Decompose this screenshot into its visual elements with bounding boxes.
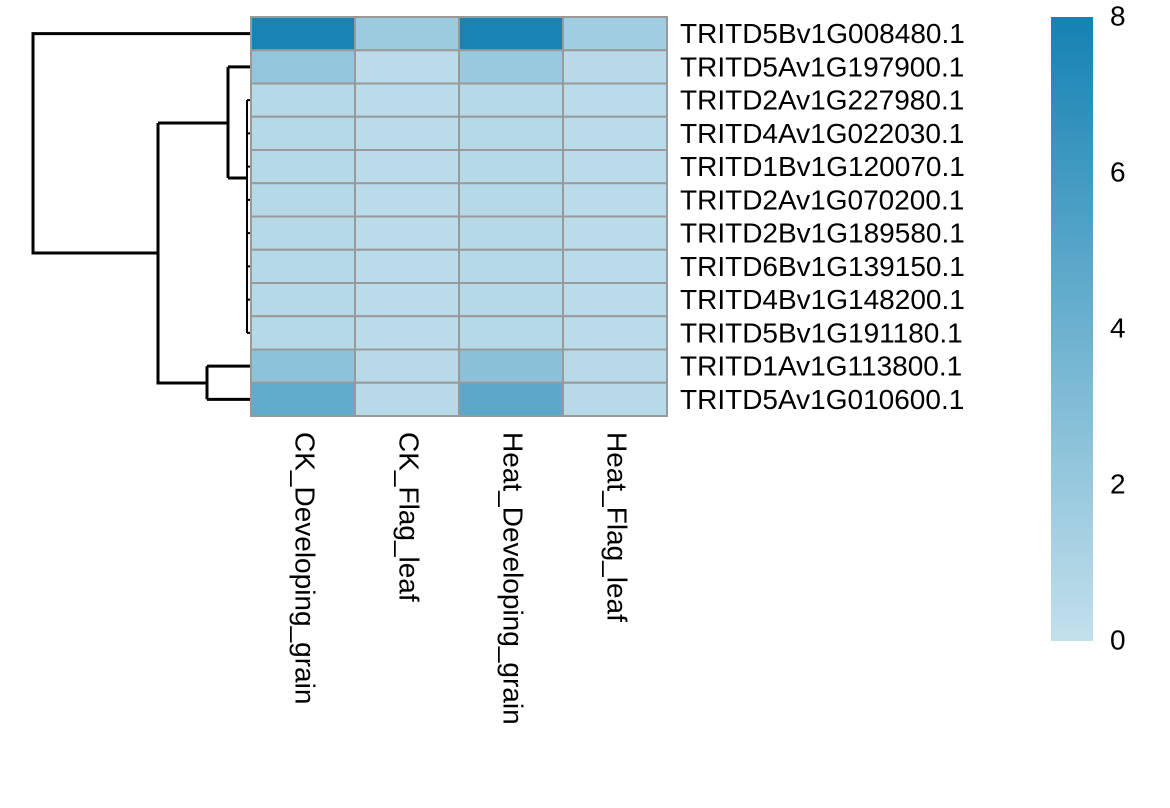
column-label: CK_Flag_leaf bbox=[394, 432, 425, 602]
heat-cell bbox=[354, 282, 460, 318]
row-label: TRITD2Av1G070200.1 bbox=[680, 184, 964, 215]
row-label: TRITD5Bv1G008480.1 bbox=[680, 18, 965, 49]
colorbar-tick-label: 2 bbox=[1110, 468, 1126, 499]
heat-cell bbox=[562, 16, 668, 52]
heat-cell bbox=[458, 381, 564, 417]
heat-cell bbox=[458, 82, 564, 118]
column-label: CK_Developing_grain bbox=[290, 432, 321, 704]
heat-cell bbox=[458, 348, 564, 384]
heat-cell bbox=[250, 82, 356, 118]
heat-cell bbox=[562, 182, 668, 218]
row-label: TRITD5Av1G197900.1 bbox=[680, 51, 964, 82]
column-label: Heat_Flag_leaf bbox=[602, 432, 633, 622]
colorbar bbox=[1051, 17, 1093, 641]
row-label: TRITD2Bv1G189580.1 bbox=[680, 218, 965, 249]
row-label: TRITD2Av1G227980.1 bbox=[680, 85, 964, 116]
row-label: TRITD5Bv1G191180.1 bbox=[680, 317, 963, 348]
heat-cell bbox=[354, 248, 460, 284]
heat-cell bbox=[562, 149, 668, 185]
heat-cell bbox=[354, 315, 460, 351]
colorbar-tick-label: 6 bbox=[1110, 156, 1126, 187]
row-label: TRITD6Bv1G139150.1 bbox=[680, 251, 965, 282]
heat-cell bbox=[562, 282, 668, 318]
heat-cell bbox=[458, 49, 564, 85]
heat-cell bbox=[250, 348, 356, 384]
heat-cell bbox=[458, 115, 564, 151]
heat-cell bbox=[458, 149, 564, 185]
row-label: TRITD1Bv1G120070.1 bbox=[680, 151, 965, 182]
heat-cell bbox=[562, 348, 668, 384]
heat-cell bbox=[354, 182, 460, 218]
colorbar-tick-label: 8 bbox=[1110, 0, 1126, 31]
heat-cell bbox=[250, 49, 356, 85]
heat-cell bbox=[458, 315, 564, 351]
heat-cell bbox=[250, 282, 356, 318]
heat-cell bbox=[562, 248, 668, 284]
heat-cell bbox=[562, 115, 668, 151]
heat-cell bbox=[250, 182, 356, 218]
heat-cell bbox=[250, 149, 356, 185]
heat-cell bbox=[250, 248, 356, 284]
heat-cell bbox=[250, 315, 356, 351]
heat-cell bbox=[458, 215, 564, 251]
heat-cell bbox=[458, 282, 564, 318]
heat-cell bbox=[250, 381, 356, 417]
row-label: TRITD1Av1G113800.1 bbox=[680, 351, 962, 382]
heat-cell bbox=[354, 49, 460, 85]
heat-cell bbox=[354, 16, 460, 52]
heat-cell bbox=[354, 82, 460, 118]
heat-cell bbox=[458, 248, 564, 284]
row-label: TRITD5Av1G010600.1 bbox=[680, 384, 964, 415]
column-label: Heat_Developing_grain bbox=[498, 432, 529, 725]
heat-cell bbox=[354, 115, 460, 151]
heat-cell bbox=[354, 381, 460, 417]
heat-cell bbox=[250, 16, 356, 52]
heat-cell bbox=[458, 16, 564, 52]
row-label: TRITD4Bv1G148200.1 bbox=[680, 284, 965, 315]
heat-cell bbox=[250, 115, 356, 151]
row-label: TRITD4Av1G022030.1 bbox=[680, 118, 964, 149]
heat-cell bbox=[250, 215, 356, 251]
colorbar-tick-label: 4 bbox=[1110, 312, 1126, 343]
heat-cell bbox=[562, 381, 668, 417]
colorbar-tick-label: 0 bbox=[1110, 624, 1126, 655]
heat-cell bbox=[562, 49, 668, 85]
dendrogram bbox=[31, 32, 250, 401]
heat-cell bbox=[562, 215, 668, 251]
heat-cell bbox=[354, 215, 460, 251]
heat-cell bbox=[354, 149, 460, 185]
heat-cell bbox=[562, 82, 668, 118]
heat-cell bbox=[354, 348, 460, 384]
heat-cell bbox=[562, 315, 668, 351]
heat-cell bbox=[458, 182, 564, 218]
